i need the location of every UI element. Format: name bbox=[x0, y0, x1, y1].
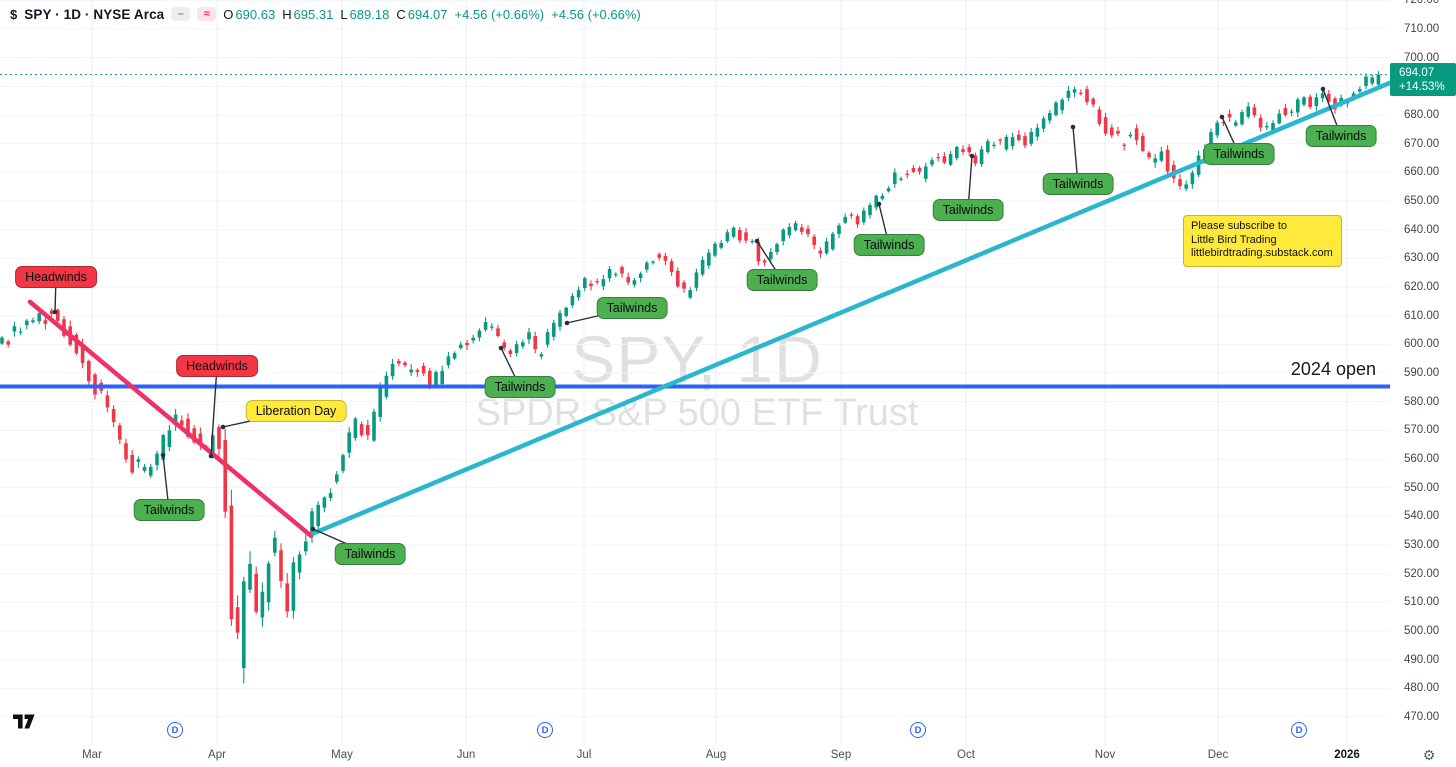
callout-anchor-dot bbox=[208, 453, 214, 459]
price-tick: 570.00 bbox=[1404, 424, 1440, 437]
price-tick: 670.00 bbox=[1404, 137, 1440, 150]
callout-anchor-dot bbox=[160, 452, 166, 458]
ohlc-value: 690.63 bbox=[235, 6, 276, 22]
callout-line bbox=[210, 365, 218, 457]
time-tick: Oct bbox=[957, 749, 975, 761]
price-axis[interactable]: 720.00710.00700.00690.00680.00670.00660.… bbox=[1390, 0, 1456, 745]
time-tick: Jun bbox=[456, 749, 476, 761]
time-tick: Dec bbox=[1207, 749, 1229, 761]
dividend-marker[interactable]: D bbox=[167, 722, 183, 738]
symbol-title-button[interactable]: SPY · 1D · NYSE Arca bbox=[24, 6, 165, 22]
callout-anchor-dot bbox=[876, 201, 882, 207]
callout-anchor-dot bbox=[754, 238, 760, 244]
price-tick: 500.00 bbox=[1404, 625, 1440, 637]
minimized-indicator-icon[interactable]: – bbox=[171, 7, 191, 21]
callout-anchor-dot bbox=[1070, 124, 1076, 130]
callout-anchor-dot bbox=[1320, 86, 1326, 92]
annotation-label-headwinds[interactable]: Headwinds bbox=[15, 266, 97, 288]
price-tick: 590.00 bbox=[1404, 367, 1440, 379]
change-readout: +4.56 (+0.66%) bbox=[551, 6, 641, 22]
callout-anchor-dot bbox=[310, 526, 316, 532]
ohlc-key: C bbox=[396, 6, 406, 22]
dividend-marker[interactable]: D bbox=[1291, 722, 1307, 738]
callout-anchor-dot bbox=[969, 153, 975, 159]
chart-legend: $ SPY · 1D · NYSE Arca – ≈ O 690.63 H 695.3… bbox=[10, 4, 641, 24]
ohlc-value: 689.18 bbox=[349, 6, 390, 22]
wave-indicator-icon[interactable]: ≈ bbox=[197, 7, 217, 21]
annotation-label-tailwinds[interactable]: Tailwinds bbox=[334, 543, 406, 565]
price-tick: 470.00 bbox=[1404, 711, 1440, 723]
callout-anchor-dot bbox=[498, 345, 504, 351]
ohlc-key: L bbox=[340, 6, 348, 22]
callout-anchor-dot bbox=[220, 424, 226, 430]
dividend-marker[interactable]: D bbox=[537, 722, 553, 738]
last-price-badge: 694.07 +14.53% bbox=[1390, 63, 1456, 96]
annotation-label-tailwinds[interactable]: Tailwinds bbox=[932, 199, 1004, 221]
price-tick: 650.00 bbox=[1404, 195, 1440, 207]
price-tick: 560.00 bbox=[1404, 453, 1440, 465]
ohlc-key: H bbox=[282, 6, 292, 22]
price-tick: 550.00 bbox=[1404, 481, 1440, 494]
price-tick: 630.00 bbox=[1404, 252, 1440, 265]
price-tick: 620.00 bbox=[1404, 281, 1440, 293]
chart-canvas[interactable]: SPY, 1D SPDR S&P 500 ETF Trust Headwinds… bbox=[0, 0, 1390, 745]
callout-note[interactable]: Please subscribe to Little Bird Trading … bbox=[1183, 215, 1342, 267]
last-price-change: +14.53% bbox=[1399, 81, 1445, 93]
downtrend-trendline[interactable] bbox=[27, 299, 314, 539]
price-tick: 510.00 bbox=[1404, 596, 1440, 609]
time-tick: 2026 bbox=[1334, 749, 1360, 761]
price-tick: 520.00 bbox=[1404, 567, 1440, 580]
price-tick: 610.00 bbox=[1404, 309, 1440, 322]
time-tick: Jul bbox=[576, 749, 592, 761]
price-tick: 600.00 bbox=[1404, 338, 1440, 351]
gear-icon[interactable]: ⚙ bbox=[1422, 746, 1436, 763]
callout-anchor-dot bbox=[1219, 114, 1225, 120]
price-tick: 530.00 bbox=[1404, 539, 1440, 551]
annotation-label-tailwinds[interactable]: Tailwinds bbox=[484, 376, 556, 398]
price-tick: 660.00 bbox=[1404, 166, 1440, 179]
time-tick: Aug bbox=[705, 749, 727, 761]
time-axis[interactable]: Mar Apr May Jun Jul Aug Sep Oct Nov Dec 2026 bbox=[0, 745, 1456, 767]
price-tick: 680.00 bbox=[1404, 109, 1440, 121]
annotation-label-tailwinds[interactable]: Tailwinds bbox=[133, 499, 205, 521]
ohlc-key: O bbox=[223, 6, 234, 22]
ohlc-value: 695.31 bbox=[293, 6, 334, 22]
price-tick: 710.00 bbox=[1404, 23, 1440, 35]
annotation-label-headwinds[interactable]: Headwinds bbox=[176, 355, 258, 377]
time-tick: Apr bbox=[208, 749, 226, 761]
note-line: Please subscribe to bbox=[1191, 220, 1287, 232]
annotation-label-tailwinds[interactable]: Tailwinds bbox=[596, 297, 668, 319]
price-tick: 580.00 bbox=[1404, 395, 1440, 408]
line-label-2024-open[interactable]: 2024 open bbox=[1290, 359, 1376, 379]
candle-series bbox=[0, 71, 1381, 684]
note-line: Little Bird Trading bbox=[1191, 233, 1277, 246]
price-tick: 720.00 bbox=[1404, 0, 1440, 7]
time-tick: May bbox=[331, 749, 353, 761]
callout-anchor-dot bbox=[52, 309, 58, 315]
price-tick: 700.00 bbox=[1404, 51, 1440, 64]
annotation-label-tailwinds[interactable]: Tailwinds bbox=[1305, 125, 1377, 147]
annotation-label-tailwinds[interactable]: Tailwinds bbox=[1042, 173, 1114, 195]
dividend-marker[interactable]: D bbox=[910, 722, 926, 738]
change-readout: +4.56 (+0.66%) bbox=[454, 6, 545, 22]
time-tick: Mar bbox=[82, 749, 102, 761]
price-tick: 640.00 bbox=[1404, 223, 1440, 236]
last-price-value: 694.07 bbox=[1399, 67, 1435, 79]
time-tick: Nov bbox=[1094, 749, 1116, 761]
annotation-label-liberation-day[interactable]: Liberation Day bbox=[245, 400, 347, 422]
ohlc-value: 694.07 bbox=[407, 6, 448, 22]
annotation-label-tailwinds[interactable]: Tailwinds bbox=[1203, 143, 1275, 165]
symbol-logo-icon: $ bbox=[10, 6, 18, 22]
note-line: littlebirdtrading.substack.com bbox=[1191, 247, 1333, 259]
price-tick: 540.00 bbox=[1404, 510, 1440, 523]
annotation-label-tailwinds[interactable]: Tailwinds bbox=[853, 234, 925, 256]
ohlc-readout: O 690.63 H 695.31 L 689.18 C 694.07 +4.56 (+0.66… bbox=[223, 7, 640, 22]
price-tick: 490.00 bbox=[1404, 653, 1440, 666]
tradingview-logo[interactable] bbox=[12, 712, 36, 737]
time-tick: Sep bbox=[830, 749, 852, 761]
callout-anchor-dot bbox=[564, 320, 570, 326]
price-tick: 480.00 bbox=[1404, 682, 1440, 695]
annotation-label-tailwinds[interactable]: Tailwinds bbox=[746, 269, 818, 291]
